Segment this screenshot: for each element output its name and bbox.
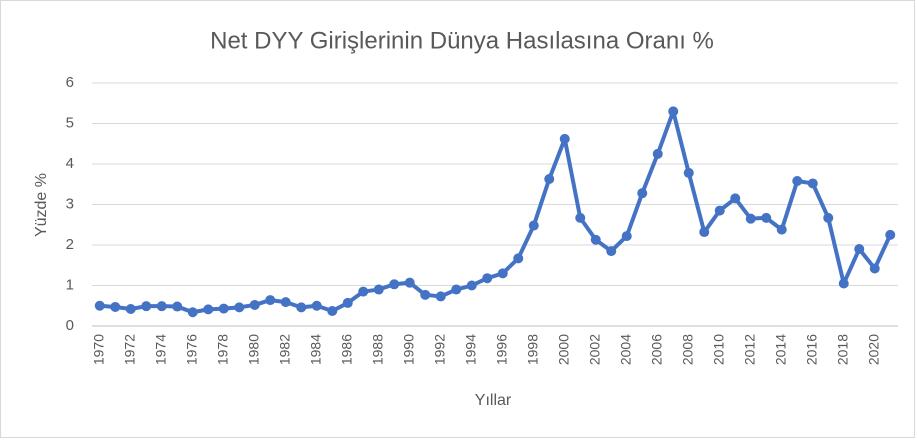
y-tick-label: 2 [66, 236, 74, 253]
marker [699, 227, 710, 238]
x-tick-label: 1970 [90, 334, 106, 365]
marker [482, 273, 493, 284]
x-tick-label: 1990 [400, 334, 416, 365]
x-axis-label: Yıllar [475, 392, 512, 409]
marker [714, 205, 725, 216]
x-tick-label: 2006 [648, 334, 664, 365]
marker [249, 299, 260, 310]
x-tick-label: 2000 [555, 334, 571, 365]
marker [373, 284, 384, 295]
x-tick-label: 1994 [462, 334, 478, 365]
marker [497, 268, 508, 279]
y-tick-label: 0 [66, 317, 74, 334]
x-tick-label: 1988 [369, 334, 385, 365]
marker [575, 212, 586, 223]
marker [792, 176, 803, 187]
marker [94, 300, 105, 311]
x-tick-label: 1978 [214, 334, 230, 365]
marker [590, 234, 601, 245]
marker [869, 263, 880, 274]
y-tick-label: 3 [66, 195, 74, 212]
x-tick-label: 1992 [431, 334, 447, 365]
marker [265, 295, 276, 306]
marker [652, 148, 663, 159]
x-tick-label: 2020 [865, 334, 881, 365]
marker [745, 213, 756, 224]
marker [280, 297, 291, 308]
marker [730, 193, 741, 204]
y-tick-label: 1 [66, 276, 74, 293]
x-tick-label: 2004 [617, 334, 633, 365]
x-tick-label: 1996 [493, 334, 509, 365]
marker [807, 178, 818, 189]
x-tick-label: 1982 [276, 334, 292, 365]
marker [559, 133, 570, 144]
marker [203, 304, 214, 315]
x-tick-label: 2016 [803, 334, 819, 365]
marker [234, 302, 245, 313]
x-tick-label: 2014 [772, 334, 788, 365]
marker [528, 220, 539, 231]
marker [358, 286, 369, 297]
marker [606, 246, 617, 257]
x-tick-label: 1986 [338, 334, 354, 365]
x-tick-label: 1998 [524, 334, 540, 365]
marker [637, 188, 648, 199]
line [99, 109, 893, 315]
x-tick-label: 1972 [121, 334, 137, 365]
marker [296, 302, 307, 313]
x-tick-label: 1974 [152, 334, 168, 365]
x-tick-label: 1980 [245, 334, 261, 365]
marker [218, 303, 229, 314]
marker [187, 307, 198, 318]
marker [327, 306, 338, 317]
marker [172, 301, 183, 312]
marker [823, 212, 834, 223]
marker [854, 244, 865, 255]
x-tick-label: 2018 [834, 334, 850, 365]
marker [776, 224, 787, 235]
y-tick-label: 4 [66, 155, 74, 172]
marker [451, 284, 462, 295]
x-tick-label: 2008 [679, 334, 695, 365]
marker [683, 167, 694, 178]
marker [513, 253, 524, 264]
marker [404, 277, 415, 288]
marker [668, 106, 679, 117]
marker [125, 303, 136, 314]
marker [544, 173, 555, 184]
y-tick-label: 5 [66, 114, 74, 131]
marker [420, 289, 431, 300]
marker [466, 280, 477, 291]
x-tick-label: 1976 [183, 334, 199, 365]
marker [156, 301, 167, 312]
marker [838, 278, 849, 289]
marker [761, 212, 772, 223]
x-tick-label: 1984 [307, 334, 323, 365]
marker [311, 300, 322, 311]
marker [389, 279, 400, 290]
x-tick-label: 2012 [741, 334, 757, 365]
y-tick-label: 6 [66, 74, 74, 91]
marker [435, 291, 446, 302]
marker [342, 297, 353, 308]
marker [110, 301, 121, 312]
marker [885, 229, 896, 240]
y-axis-label: Yüzde % [33, 173, 50, 237]
marker [621, 231, 632, 242]
marker [141, 301, 152, 312]
x-tick-label: 2002 [586, 334, 602, 365]
chart-title: Net DYY Girişlerinin Dünya Hasılasına Or… [210, 27, 714, 54]
x-tick-label: 2010 [710, 334, 726, 365]
